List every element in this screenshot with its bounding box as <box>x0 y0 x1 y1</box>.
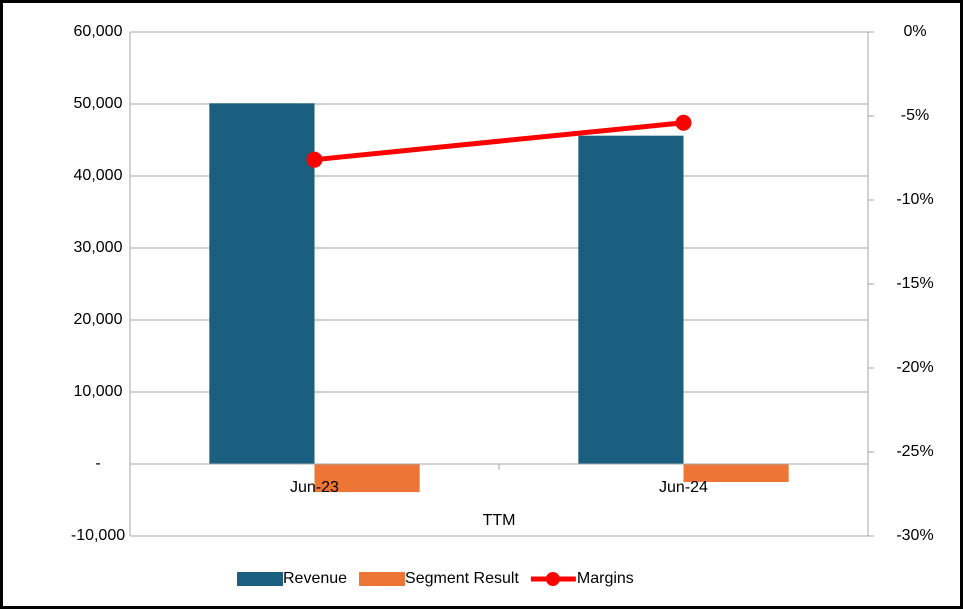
y-tick-label: - <box>95 455 100 472</box>
y-tick-label: 30,000 <box>74 239 123 256</box>
y2-tick-label: -30% <box>896 527 933 544</box>
legend-swatch <box>237 572 283 586</box>
y2-tick-label: -10% <box>896 191 933 208</box>
x-axis-label: TTM <box>483 512 516 529</box>
legend-label: Margins <box>577 570 634 587</box>
y2-tick-label: -20% <box>896 359 933 376</box>
x-tick-label: Jun-24 <box>659 479 708 496</box>
y-tick-label: 60,000 <box>74 23 123 40</box>
y-tick-label: -10,000 <box>71 527 125 544</box>
y-tick-label: 10,000 <box>74 383 123 400</box>
y2-tick-label: -25% <box>896 443 933 460</box>
legend-label: Segment Result <box>405 570 519 587</box>
x-tick-label: Jun-23 <box>290 479 339 496</box>
bar <box>578 135 684 464</box>
bar <box>314 464 420 493</box>
y-tick-label: 20,000 <box>74 311 123 328</box>
legend-label: Revenue <box>283 570 347 587</box>
legend-swatch <box>359 572 406 586</box>
y2-tick-label: -15% <box>896 275 933 292</box>
y-tick-label: 50,000 <box>74 95 123 112</box>
bar <box>209 103 315 464</box>
point <box>306 151 323 168</box>
bar <box>683 464 789 482</box>
legend-swatch-dot <box>545 572 560 586</box>
y2-tick-label: 0% <box>903 23 926 40</box>
y2-tick-label: -5% <box>901 107 929 124</box>
y-tick-label: 40,000 <box>74 167 123 184</box>
point <box>675 114 692 131</box>
line <box>314 120 684 163</box>
